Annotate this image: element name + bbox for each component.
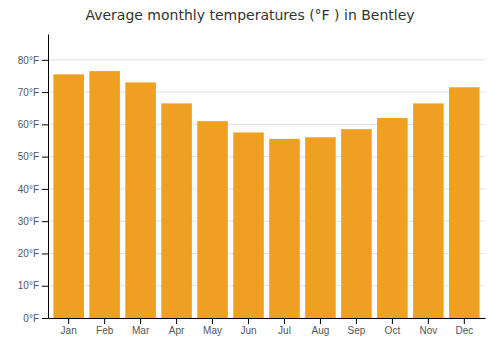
y-tick-label: 60°F xyxy=(18,119,39,130)
y-tick: 80°F xyxy=(18,55,48,66)
x-tick-label: Jul xyxy=(278,325,291,336)
y-tick-label: 80°F xyxy=(18,55,39,66)
x-tick-mark xyxy=(428,318,429,324)
bar xyxy=(377,118,408,318)
x-tick-label: Dec xyxy=(455,325,473,336)
x-tick-mark xyxy=(464,318,465,324)
chart: Average monthly temperatures (°F ) in Be… xyxy=(0,0,500,350)
y-axis: 0°F 10°F 20°F 30°F 40°F 50°F 60°F 70°F 80°F xyxy=(18,35,49,324)
y-tick-mark xyxy=(42,157,48,158)
grid xyxy=(48,60,485,318)
y-tick-mark xyxy=(42,189,48,190)
chart-title: Average monthly temperatures (°F ) in Be… xyxy=(85,7,414,23)
grid-line xyxy=(48,59,485,60)
y-tick-label: 10°F xyxy=(18,280,39,291)
x-tick: Jan xyxy=(61,318,77,336)
y-tick-label: 0°F xyxy=(23,313,39,324)
bar xyxy=(305,137,336,318)
y-tick-mark xyxy=(42,92,48,93)
y-tick-label: 30°F xyxy=(18,216,39,227)
x-tick-mark xyxy=(392,318,393,324)
bar xyxy=(125,82,156,318)
y-tick-label: 40°F xyxy=(18,184,39,195)
x-axis: Jan Feb Mar Apr May Jun Jul Aug Sep Oct Nov Dec xyxy=(49,318,486,336)
x-tick: Nov xyxy=(419,318,437,336)
x-tick: Dec xyxy=(455,318,473,336)
bar xyxy=(233,132,264,318)
x-tick-mark xyxy=(68,318,69,324)
x-tick-label: Jan xyxy=(61,325,77,336)
bar xyxy=(449,87,480,318)
y-tick-mark xyxy=(42,286,48,287)
y-tick: 70°F xyxy=(18,87,48,98)
y-tick-mark xyxy=(42,318,48,319)
plot: Jan Feb Mar Apr May Jun Jul Aug Sep Oct Nov Dec 0°F 1… xyxy=(18,35,486,337)
x-tick-label: Aug xyxy=(312,325,330,336)
y-tick: 0°F xyxy=(23,313,48,324)
x-tick-mark xyxy=(248,318,249,324)
y-tick-label: 50°F xyxy=(18,151,39,162)
x-tick: Mar xyxy=(132,318,150,336)
bar xyxy=(269,139,300,318)
y-tick-mark xyxy=(42,60,48,61)
y-tick: 10°F xyxy=(18,280,48,291)
y-tick-label: 20°F xyxy=(18,248,39,259)
x-tick-label: May xyxy=(203,325,222,336)
y-tick: 40°F xyxy=(18,184,48,195)
bar xyxy=(53,74,84,318)
x-tick-label: Feb xyxy=(96,325,114,336)
x-tick: May xyxy=(203,318,222,336)
x-tick-label: Oct xyxy=(385,325,401,336)
bar xyxy=(89,71,120,318)
bar xyxy=(341,129,372,318)
x-tick-mark xyxy=(284,318,285,324)
x-tick: Aug xyxy=(312,318,330,336)
x-tick: Apr xyxy=(169,318,185,336)
x-tick-mark xyxy=(212,318,213,324)
x-tick: Jun xyxy=(240,318,256,336)
x-axis-line xyxy=(49,318,486,319)
x-tick-mark xyxy=(320,318,321,324)
y-tick-mark xyxy=(42,221,48,222)
x-tick-label: Jun xyxy=(240,325,256,336)
x-tick-label: Apr xyxy=(169,325,185,336)
x-tick-mark xyxy=(356,318,357,324)
bar xyxy=(161,103,192,318)
y-tick: 20°F xyxy=(18,248,48,259)
y-tick: 50°F xyxy=(18,151,48,162)
y-tick: 30°F xyxy=(18,216,48,227)
y-tick-label: 70°F xyxy=(18,87,39,98)
y-tick-mark xyxy=(42,253,48,254)
y-axis-line xyxy=(48,35,49,319)
x-tick-mark xyxy=(140,318,141,324)
x-tick-mark xyxy=(176,318,177,324)
x-tick-mark xyxy=(104,318,105,324)
x-tick-label: Mar xyxy=(132,325,150,336)
x-tick: Feb xyxy=(96,318,114,336)
x-tick-label: Nov xyxy=(419,325,437,336)
x-tick-label: Sep xyxy=(348,325,366,336)
y-tick-mark xyxy=(42,124,48,125)
x-tick: Jul xyxy=(278,318,291,336)
x-tick: Oct xyxy=(385,318,401,336)
bars xyxy=(53,71,479,318)
x-tick: Sep xyxy=(348,318,366,336)
bar xyxy=(197,121,228,318)
y-tick: 60°F xyxy=(18,119,48,130)
bar xyxy=(413,103,444,318)
